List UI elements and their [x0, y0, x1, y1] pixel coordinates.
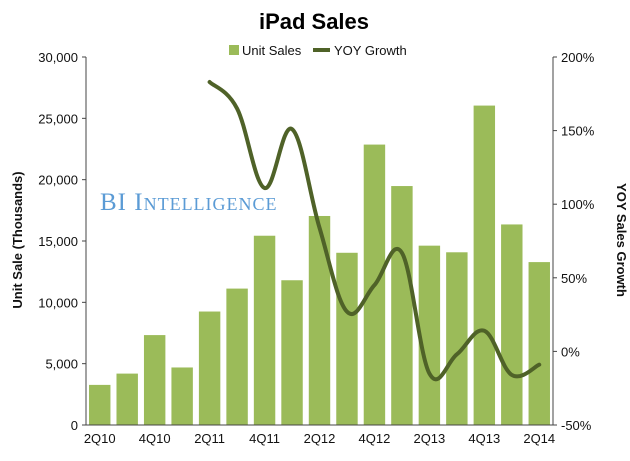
x-tick-label: 4Q13 [468, 431, 500, 446]
x-tick-label: 4Q11 [249, 431, 280, 446]
y-tick-label-right: 200% [561, 50, 595, 65]
x-tick-label: 2Q10 [84, 431, 116, 446]
bar-1Q11 [171, 367, 193, 425]
x-tick-label: 2Q11 [194, 431, 225, 446]
x-tick-label: 2Q12 [304, 431, 336, 446]
x-tick-label: 2Q14 [523, 431, 555, 446]
y-axis-label-right: YOY Sales Growth [614, 183, 629, 297]
y-axis-label-left: Unit Sale (Thousands) [10, 171, 25, 308]
legend-label-yoy-growth: YOY Growth [334, 43, 407, 58]
y-tick-label-left: 15,000 [38, 234, 78, 249]
bar-3Q13 [446, 252, 468, 425]
bar-1Q12 [281, 280, 303, 425]
y-tick-label-left: 20,000 [38, 173, 78, 188]
bar-1Q13 [391, 186, 413, 425]
line-yoy-growth [207, 80, 542, 382]
y-tick-label-left: 0 [71, 418, 78, 433]
y-tick-label-left: 5,000 [45, 357, 78, 372]
x-tick-label: 4Q12 [359, 431, 391, 446]
y-tick-label-right: -50% [561, 418, 592, 433]
x-tick-label: 4Q10 [139, 431, 171, 446]
bar-2Q11 [198, 311, 221, 425]
bar-4Q11 [253, 235, 276, 425]
bars-group [89, 105, 550, 425]
y-tick-label-left: 25,000 [38, 111, 78, 126]
ticks-group: 0 5,000 10,000 15,000 20,000 25,000 30,000 -50%… [38, 50, 594, 446]
line-layer [207, 80, 542, 382]
y-tick-label-right: 50% [561, 271, 587, 286]
bar-2Q13 [418, 245, 441, 425]
bar-2Q10 [89, 384, 111, 425]
y-tick-label-right: 0% [561, 344, 580, 359]
watermark: BI Intelligence [100, 189, 278, 216]
bar-2Q14 [528, 262, 550, 425]
legend-swatch-unit-sales [229, 45, 239, 55]
bar-3Q10 [116, 373, 138, 425]
x-tick-label: 2Q13 [413, 431, 445, 446]
legend: Unit Sales YOY Growth [229, 43, 407, 58]
y-tick-label-right: 150% [561, 124, 595, 139]
bar-4Q13 [473, 105, 496, 425]
y-tick-label-left: 10,000 [38, 295, 78, 310]
bar-4Q10 [143, 335, 166, 425]
y-tick-label-left: 30,000 [38, 50, 78, 65]
bar-3Q11 [226, 288, 248, 425]
chart-title: iPad Sales [259, 9, 369, 34]
bar-1Q14 [501, 224, 523, 425]
y-tick-label-right: 100% [561, 197, 595, 212]
bar-3Q12 [336, 252, 358, 425]
bar-2Q12 [308, 215, 331, 425]
legend-label-unit-sales: Unit Sales [242, 43, 302, 58]
